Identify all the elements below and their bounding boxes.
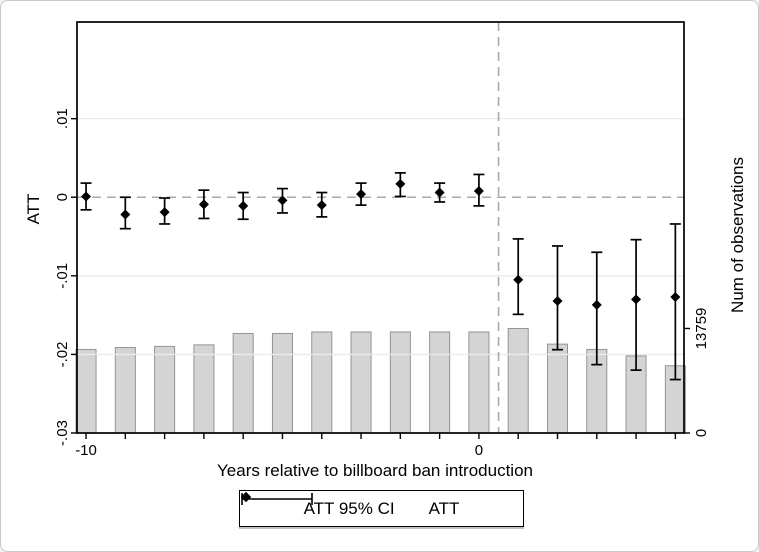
obs-bar [271,332,293,434]
y-left-tick-label: -.03 [54,420,71,446]
y-left-tick-label: .01 [54,108,71,129]
x-axis-title: Years relative to billboard ban introduc… [217,461,533,480]
obs-bar [507,327,529,434]
obs-bar [350,331,372,434]
legend: ATT 95% CI ATT [239,490,524,527]
att-marker [120,209,131,220]
att-marker [356,189,367,200]
obs-bar [311,331,333,434]
y-axis-title-att: ATT [24,193,43,225]
y-left-tick-label: -.02 [54,341,71,367]
errorbar-icon [241,493,313,505]
x-tick-label: 0 [475,442,483,459]
att-marker [591,299,602,310]
obs-bar [389,331,411,434]
legend-item-ci: ATT 95% CI [241,493,395,519]
obs-bar [546,343,569,434]
att-marker [159,207,170,218]
legend-ci-label: ATT 95% CI [303,498,395,518]
att-marker [434,187,445,198]
obs-bar [114,347,136,434]
att-marker [552,295,563,306]
att-marker [238,200,249,211]
diamond-icon [240,491,252,503]
y-right-tick-label: 13759 [693,308,710,350]
y-left-tick-label: -.01 [54,263,71,289]
att-marker [670,292,681,303]
obs-bar [232,332,254,434]
plot-frame [76,21,685,434]
y-right-tick-label: 0 [693,429,710,437]
att-marker [473,185,484,196]
legend-att-label: ATT [428,498,460,518]
att-marker [277,195,288,206]
obs-bar [193,344,215,434]
att-marker [513,274,524,285]
y-left-tick-label: 0 [54,193,71,201]
obs-bar [429,331,451,434]
att-marker [198,199,209,210]
att-marker [316,200,327,211]
obs-bar [468,331,490,434]
obs-bar [154,345,176,434]
obs-bar [75,348,97,434]
legend-item-att: ATT [240,491,460,519]
att-marker [81,191,92,202]
x-tick-label: -10 [75,442,97,459]
att-marker [631,294,642,305]
y-axis-title-observations: Num of observations [728,157,747,313]
att-marker [395,178,406,189]
